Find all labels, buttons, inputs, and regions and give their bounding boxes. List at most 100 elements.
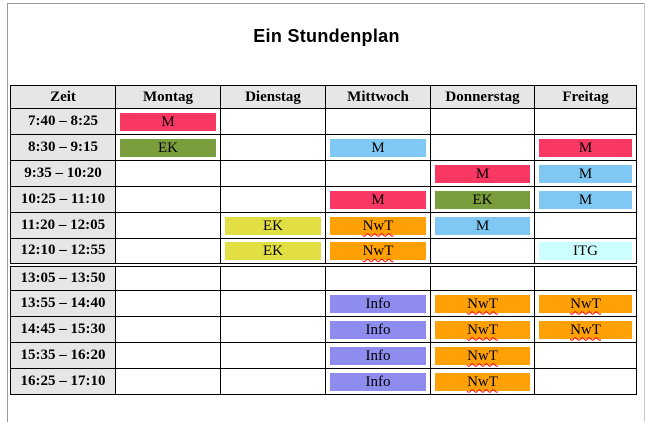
slot-montag: M — [115, 108, 221, 135]
slot-freitag — [534, 368, 637, 395]
slot-mittwoch: Info — [325, 342, 431, 369]
timetable: Zeit Montag Dienstag Mittwoch Donnerstag Frei… — [10, 85, 637, 395]
time-cell: 13:05 – 13:50 — [10, 262, 116, 291]
slot-montag — [115, 342, 221, 369]
slot-dienstag — [220, 316, 326, 343]
time-cell: 9:35 – 10:20 — [10, 160, 116, 187]
slot-donnerstag: M — [430, 160, 535, 187]
slot-dienstag — [220, 290, 326, 317]
subject-entry: Info — [330, 294, 426, 313]
subject-entry: M — [330, 138, 426, 157]
slot-dienstag — [220, 186, 326, 213]
slot-donnerstag — [430, 238, 535, 265]
slot-donnerstag — [430, 108, 535, 135]
subject-entry: Info — [330, 346, 426, 365]
slot-montag — [115, 238, 221, 265]
time-cell: 14:45 – 15:30 — [10, 316, 116, 343]
slot-dienstag — [220, 160, 326, 187]
slot-dienstag — [220, 262, 326, 291]
timetable-row: 16:25 – 17:10 Info NwT — [10, 368, 637, 395]
subject-entry: EK — [120, 138, 216, 157]
column-header-montag: Montag — [115, 85, 221, 109]
page-border-left — [7, 3, 8, 422]
timetable-row: 13:55 – 14:40 Info NwT NwT — [10, 290, 637, 317]
subject-entry: ITG — [539, 241, 632, 260]
subject-entry: NwT — [435, 346, 530, 365]
subject-entry: M — [330, 190, 426, 209]
subject-entry: EK — [435, 190, 530, 209]
slot-freitag: M — [534, 160, 637, 187]
timetable-row: 8:30 – 9:15 EK M M — [10, 134, 637, 161]
timetable-row: 9:35 – 10:20 M M — [10, 160, 637, 187]
slot-donnerstag: M — [430, 212, 535, 239]
timetable-row: 12:10 – 12:55 EK NwT ITG — [10, 238, 637, 265]
slot-donnerstag: NwT — [430, 342, 535, 369]
slot-freitag: ITG — [534, 238, 637, 265]
timetable-row: 13:05 – 13:50 — [10, 262, 637, 291]
slot-montag: EK — [115, 134, 221, 161]
slot-donnerstag — [430, 134, 535, 161]
time-cell: 13:55 – 14:40 — [10, 290, 116, 317]
slot-mittwoch: Info — [325, 316, 431, 343]
slot-dienstag: EK — [220, 238, 326, 265]
slot-donnerstag: NwT — [430, 290, 535, 317]
slot-dienstag: EK — [220, 212, 326, 239]
timetable-row: 14:45 – 15:30 Info NwT NwT — [10, 316, 637, 343]
slot-freitag — [534, 212, 637, 239]
slot-mittwoch — [325, 160, 431, 187]
slot-dienstag — [220, 368, 326, 395]
slot-freitag — [534, 342, 637, 369]
slot-montag — [115, 262, 221, 291]
slot-mittwoch: NwT — [325, 212, 431, 239]
column-header-dienstag: Dienstag — [220, 85, 326, 109]
time-cell: 12:10 – 12:55 — [10, 238, 116, 265]
slot-dienstag — [220, 134, 326, 161]
time-cell: 7:40 – 8:25 — [10, 108, 116, 135]
column-header-zeit: Zeit — [10, 85, 116, 109]
time-cell: 10:25 – 11:10 — [10, 186, 116, 213]
slot-montag — [115, 368, 221, 395]
slot-mittwoch: Info — [325, 290, 431, 317]
subject-entry: NwT — [539, 294, 632, 313]
slot-freitag: M — [534, 186, 637, 213]
subject-entry: M — [539, 138, 632, 157]
slot-freitag — [534, 262, 637, 291]
time-cell: 15:35 – 16:20 — [10, 342, 116, 369]
subject-entry: EK — [225, 216, 321, 235]
slot-donnerstag: NwT — [430, 316, 535, 343]
time-cell: 8:30 – 9:15 — [10, 134, 116, 161]
slot-dienstag — [220, 108, 326, 135]
slot-montag — [115, 290, 221, 317]
subject-entry: NwT — [435, 320, 530, 339]
slot-montag — [115, 160, 221, 187]
slot-freitag: NwT — [534, 316, 637, 343]
subject-entry: EK — [225, 241, 321, 260]
timetable-row: 11:20 – 12:05 EK NwT M — [10, 212, 637, 239]
slot-freitag — [534, 108, 637, 135]
timetable-header: Zeit Montag Dienstag Mittwoch Donnerstag Frei… — [10, 85, 637, 109]
page-title: Ein Stundenplan — [253, 26, 400, 46]
column-header-mittwoch: Mittwoch — [325, 85, 431, 109]
slot-mittwoch — [325, 108, 431, 135]
subject-entry: M — [435, 216, 530, 235]
page-border-top — [7, 3, 645, 4]
subject-entry: NwT — [330, 216, 426, 235]
slot-mittwoch: NwT — [325, 238, 431, 265]
subject-entry: M — [435, 164, 530, 183]
slot-montag — [115, 316, 221, 343]
slot-freitag: NwT — [534, 290, 637, 317]
slot-donnerstag: EK — [430, 186, 535, 213]
column-header-freitag: Freitag — [534, 85, 637, 109]
subject-entry: NwT — [435, 294, 530, 313]
time-cell: 11:20 – 12:05 — [10, 212, 116, 239]
header-row: Zeit Montag Dienstag Mittwoch Donnerstag Frei… — [10, 85, 637, 109]
time-cell: 16:25 – 17:10 — [10, 368, 116, 395]
timetable-row: 15:35 – 16:20 Info NwT — [10, 342, 637, 369]
subject-entry: M — [539, 190, 632, 209]
slot-mittwoch — [325, 262, 431, 291]
subject-entry: M — [539, 164, 632, 183]
timetable-body: 7:40 – 8:25 M 8:30 – 9:15 EK M M 9:35 – 10:20 M… — [10, 108, 637, 395]
subject-entry: NwT — [435, 372, 530, 391]
slot-donnerstag — [430, 262, 535, 291]
